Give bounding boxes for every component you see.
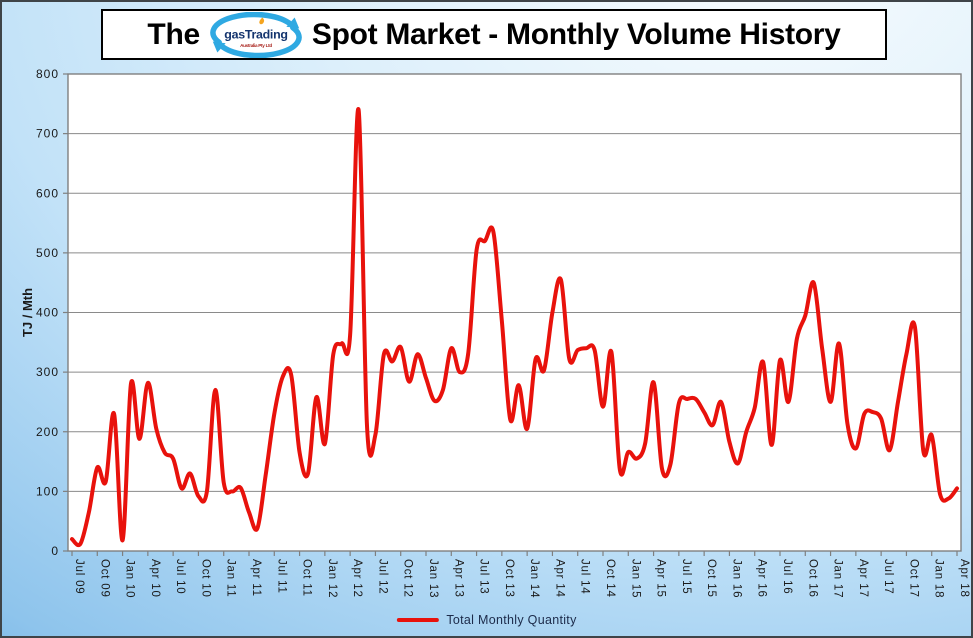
logo-subtext: Australia Pty Ltd [240,42,272,47]
legend-line-swatch [396,618,439,622]
x-tick-label: Oct 14 [604,559,616,598]
x-tick-label: Jul 14 [579,559,591,595]
x-tick-label: Apr 10 [149,559,161,598]
x-tick-label: Oct 13 [503,559,515,598]
x-tick-label: Jul 13 [478,559,490,595]
y-tick-label: 200 [36,425,59,439]
y-tick-label: 500 [36,246,59,260]
y-tick-label: 700 [36,127,59,141]
x-tick-label: Oct 12 [402,559,414,598]
title-suffix: Spot Market - Monthly Volume History [311,17,841,51]
x-tick-label: Apr 16 [756,559,768,598]
y-tick-label: 0 [51,544,59,558]
chart-title: The gasTrading Australia Pty Ltd Spot Ma… [101,9,887,60]
x-tick-label: Apr 11 [250,559,262,597]
x-tick-label: Apr 18 [958,559,970,598]
y-tick-label: 100 [36,484,59,498]
x-tick-label: Jan 12 [326,559,338,598]
x-tick-label: Apr 17 [857,559,869,598]
x-tick-label: Jan 17 [832,559,844,598]
x-tick-label: Oct 09 [98,559,110,598]
x-tick-label: Oct 15 [705,559,717,598]
x-tick-label: Oct 11 [301,559,313,597]
x-tick-label: Jul 15 [680,559,692,595]
x-tick-label: Jan 15 [629,559,641,598]
y-tick-label: 300 [36,365,59,379]
x-tick-label: Jul 12 [376,559,388,595]
legend: Total Monthly Quantity [396,613,576,627]
title-prefix: The [147,17,200,51]
legend-label: Total Monthly Quantity [446,613,577,627]
x-tick-label: Oct 10 [199,559,211,598]
x-tick-label: Jul 16 [781,559,793,595]
x-tick-label: Jan 13 [427,559,439,598]
x-tick-label: Apr 12 [351,559,363,598]
x-tick-label: Oct 16 [806,559,818,598]
x-tick-label: Jul 11 [275,559,287,594]
flame-icon [259,17,264,24]
y-tick-label: 600 [36,186,59,200]
logo-wordmark: gasTrading [224,27,287,41]
x-tick-label: Oct 17 [907,559,919,598]
y-tick-label: 400 [36,306,59,320]
x-tick-label: Jan 10 [124,559,136,598]
total-monthly-quantity-line [70,107,959,548]
x-tick-label: Jul 10 [174,559,186,595]
x-tick-label: Jul 17 [882,559,894,595]
y-axis-title: TJ / Mth [20,288,35,337]
x-tick-label: Apr 15 [655,559,667,598]
x-tick-label: Jan 16 [730,559,742,598]
x-tick-label: Apr 14 [553,559,565,598]
gastrading-logo: gasTrading Australia Pty Ltd [209,11,303,58]
x-tick-label: Jan 14 [528,559,540,598]
x-tick-label: Jan 11 [225,559,237,597]
y-tick-label: 800 [36,67,59,81]
x-tick-label: Jul 09 [73,559,85,595]
x-tick-label: Jan 18 [933,559,945,598]
x-tick-label: Apr 13 [452,559,464,598]
